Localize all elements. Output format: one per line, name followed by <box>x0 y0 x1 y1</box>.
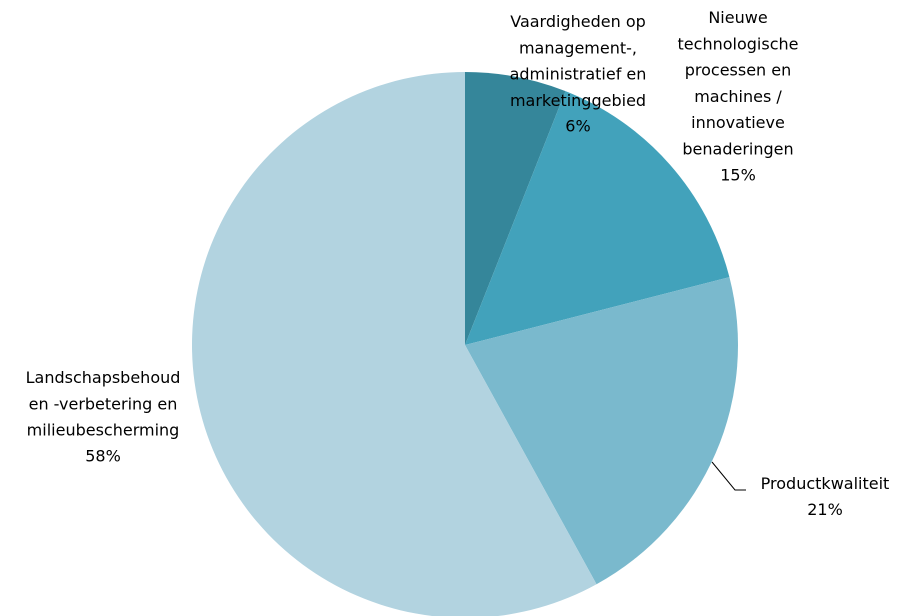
label-line: en -verbetering en <box>29 394 178 413</box>
slice-value-label: 6% <box>565 117 590 136</box>
label-line: technologische <box>678 34 799 53</box>
pie-slice <box>465 91 730 345</box>
slice-value-label: 58% <box>85 446 121 465</box>
slice-value-label: 21% <box>807 500 843 519</box>
label-line: Vaardigheden op <box>510 12 646 31</box>
label-line: milieubescherming <box>27 420 180 439</box>
pie-slice <box>465 277 738 585</box>
label-line: management-, <box>519 38 637 57</box>
leader-line <box>711 461 746 491</box>
slice-label: Productkwaliteit <box>761 474 890 493</box>
label-line: innovatieve <box>691 113 785 132</box>
label-line: marketinggebied <box>510 90 646 109</box>
label-line: Landschapsbehoud <box>26 368 181 387</box>
label-line: Productkwaliteit <box>761 474 890 493</box>
label-line: processen en <box>685 60 792 79</box>
slice-label: Nieuwe technologische processen en machines… <box>678 8 799 159</box>
slice-label: Landschapsbehoud en -verbetering en milieu… <box>26 368 181 440</box>
label-line: machines / <box>694 86 782 105</box>
label-line: benaderingen <box>682 139 793 158</box>
slice-value-label: 15% <box>720 165 756 184</box>
label-line: administratief en <box>510 64 647 83</box>
slice-label: Vaardigheden op management-, administratie… <box>510 12 647 110</box>
pie-slice <box>192 72 597 616</box>
label-line: Nieuwe <box>708 8 767 27</box>
pie-slice <box>465 72 566 345</box>
